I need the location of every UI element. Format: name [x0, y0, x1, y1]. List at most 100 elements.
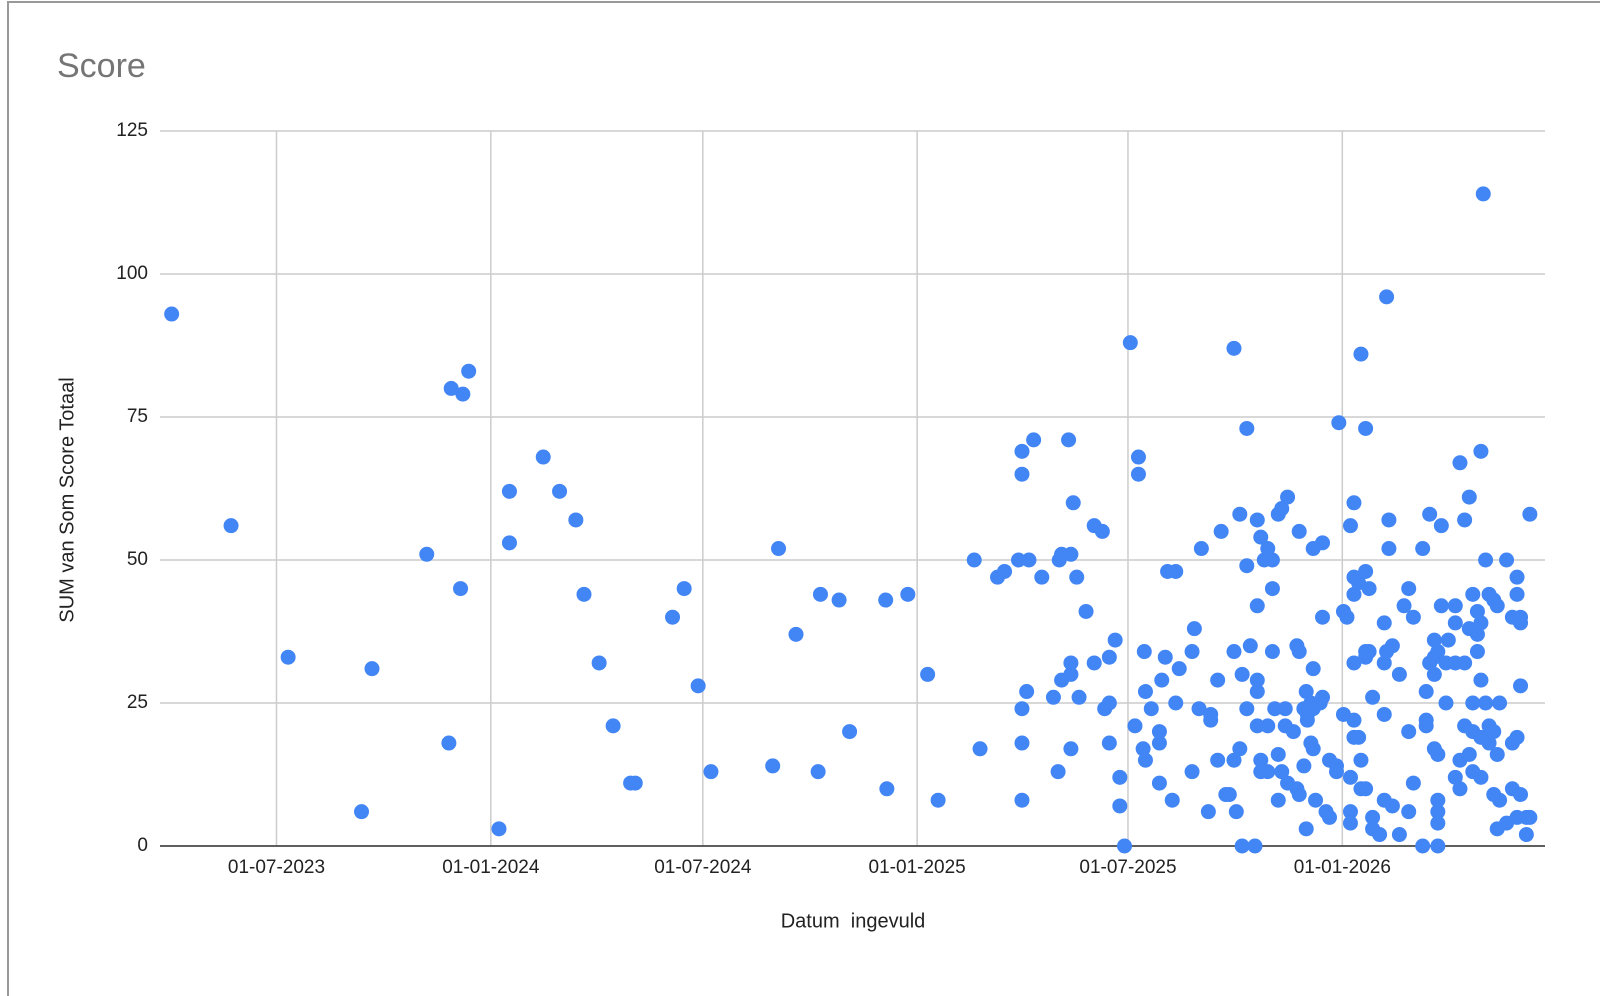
y-tick-label: 0: [137, 835, 148, 856]
y-axis-label: SUM van Som Score Totaal: [56, 377, 78, 622]
data-point: [1249, 512, 1265, 528]
data-point: [1122, 335, 1138, 351]
data-point: [1071, 689, 1087, 705]
data-point: [1253, 752, 1269, 768]
data-point: [1346, 712, 1362, 728]
data-point: [164, 306, 180, 322]
data-point: [1267, 701, 1283, 717]
data-point: [1415, 541, 1431, 557]
data-point: [1260, 541, 1276, 557]
data-point: [1270, 746, 1286, 762]
data-point: [1130, 466, 1146, 482]
data-point: [455, 386, 471, 402]
data-point: [665, 609, 681, 625]
data-point: [1213, 523, 1229, 539]
data-point: [831, 592, 847, 608]
data-point: [1440, 632, 1456, 648]
data-point: [1384, 638, 1400, 654]
data-point: [1063, 666, 1079, 682]
data-point: [1391, 666, 1407, 682]
data-point: [1465, 586, 1481, 602]
data-point: [1061, 432, 1077, 448]
data-point: [1469, 644, 1485, 660]
data-point: [1447, 769, 1463, 785]
data-point: [1154, 672, 1170, 688]
data-point: [627, 775, 643, 791]
data-point: [1438, 695, 1454, 711]
data-point: [1086, 655, 1102, 671]
data-point: [364, 661, 380, 677]
data-point: [1478, 695, 1494, 711]
data-point: [1513, 615, 1529, 631]
data-point: [1234, 666, 1250, 682]
data-point: [1249, 684, 1265, 700]
data-point: [1063, 546, 1079, 562]
data-point: [1026, 432, 1042, 448]
data-point: [1069, 569, 1085, 585]
data-point: [1298, 684, 1314, 700]
data-point: [1492, 792, 1508, 808]
data-point: [1193, 541, 1209, 557]
data-point: [1376, 615, 1392, 631]
data-point: [1191, 701, 1207, 717]
data-point: [1063, 655, 1079, 671]
data-point: [576, 586, 592, 602]
data-point: [1381, 541, 1397, 557]
data-point: [1151, 775, 1167, 791]
y-tick-label: 75: [127, 406, 148, 427]
data-point: [1137, 684, 1153, 700]
data-point: [1264, 552, 1280, 568]
data-point: [1184, 644, 1200, 660]
data-point: [1513, 678, 1529, 694]
data-point: [1469, 626, 1485, 642]
data-point: [1422, 506, 1438, 522]
data-point: [1184, 764, 1200, 780]
data-point: [1481, 735, 1497, 751]
data-point: [1232, 506, 1248, 522]
data-point: [1296, 758, 1312, 774]
data-point: [1361, 581, 1377, 597]
data-point: [1274, 764, 1290, 780]
data-point: [354, 804, 370, 820]
data-point: [1127, 718, 1143, 734]
data-point: [1379, 289, 1395, 305]
data-point: [1361, 644, 1377, 660]
data-point: [1249, 672, 1265, 688]
data-point: [1247, 838, 1263, 854]
data-point: [1298, 821, 1314, 837]
data-point: [1014, 735, 1030, 751]
data-point: [997, 563, 1013, 579]
data-point: [1358, 563, 1374, 579]
chart-title: Score: [57, 47, 146, 85]
data-point: [1249, 718, 1265, 734]
data-point: [1014, 701, 1030, 717]
data-point: [1101, 649, 1117, 665]
y-tick-label: 50: [127, 549, 148, 570]
data-point: [1509, 729, 1525, 745]
data-point: [765, 758, 781, 774]
data-point: [1112, 798, 1128, 814]
data-point: [1433, 598, 1449, 614]
data-point: [1401, 724, 1417, 740]
data-point: [1239, 420, 1255, 436]
data-point: [1396, 598, 1412, 614]
data-point: [1186, 621, 1202, 637]
data-point: [1226, 752, 1242, 768]
data-point: [1426, 632, 1442, 648]
x-tick-label: 01-01-2026: [1294, 857, 1391, 878]
data-point: [1019, 684, 1035, 700]
data-point: [419, 546, 435, 562]
data-point: [1384, 798, 1400, 814]
data-point: [1274, 501, 1290, 517]
data-point: [1391, 827, 1407, 843]
data-point: [690, 678, 706, 694]
data-point: [1489, 746, 1505, 762]
data-point: [1518, 827, 1534, 843]
data-point: [453, 581, 469, 597]
data-point: [491, 821, 507, 837]
data-point: [812, 586, 828, 602]
data-point: [501, 483, 517, 499]
data-point: [1260, 718, 1276, 734]
data-point: [1405, 775, 1421, 791]
